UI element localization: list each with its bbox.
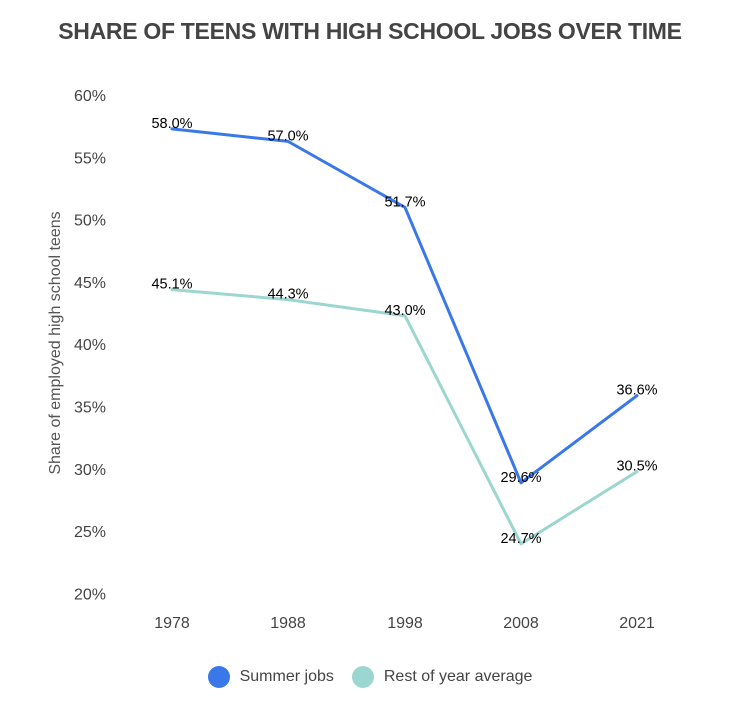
legend-item: Rest of year average [351,666,533,688]
y-tick-label: 25% [74,524,106,541]
data-label: 44.3% [267,287,308,303]
data-point [286,298,290,302]
data-label: 51.7% [384,194,425,210]
legend-label: Rest of year average [383,668,533,685]
legend-label: Summer jobs [239,668,334,685]
data-point [635,470,639,474]
y-tick-label: 40% [74,337,106,354]
data-label: 45.1% [151,277,192,293]
y-tick-label: 35% [74,400,106,417]
data-point [170,288,174,292]
x-tick-label: 2008 [503,615,539,632]
x-tick-label: 1998 [387,615,423,632]
y-tick-label: 45% [74,275,106,292]
y-tick-label: 20% [74,586,106,603]
chart-title: SHARE OF TEENS WITH HIGH SCHOOL JOBS OVE… [58,18,682,44]
legend-item: Summer jobs [207,666,334,688]
y-tick-label: 50% [74,213,106,230]
data-label: 58.0% [151,116,192,132]
data-label: 36.6% [616,383,657,399]
x-tick-label: 1978 [154,615,190,632]
y-tick-label: 55% [74,150,106,167]
line-chart: 20% 25% 30% 35% 40% 45% 50% 55% 60% 1978 1988 1998 2… [47,88,658,632]
y-axis-label: Share of employed high school teens [47,211,64,474]
data-point [403,205,407,209]
legend-swatch [351,666,374,688]
data-label: 24.7% [500,531,541,547]
data-label: 57.0% [267,128,308,144]
data-point [403,314,407,318]
series-line-1 [171,288,638,546]
data-label: 43.0% [384,303,425,319]
x-tick-label: 2021 [619,615,655,632]
data-point [635,394,639,398]
data-label: 30.5% [616,459,657,475]
y-tick-label: 60% [74,88,106,105]
data-point [286,139,290,143]
data-label: 29.6% [500,470,541,486]
y-tick-label: 30% [74,462,106,479]
legend: Summer jobs Rest of year average [0,666,740,688]
data-point [519,481,523,485]
legend-swatch [207,666,230,688]
data-point [170,127,174,131]
data-point [519,542,523,546]
x-tick-label: 1988 [270,615,306,632]
